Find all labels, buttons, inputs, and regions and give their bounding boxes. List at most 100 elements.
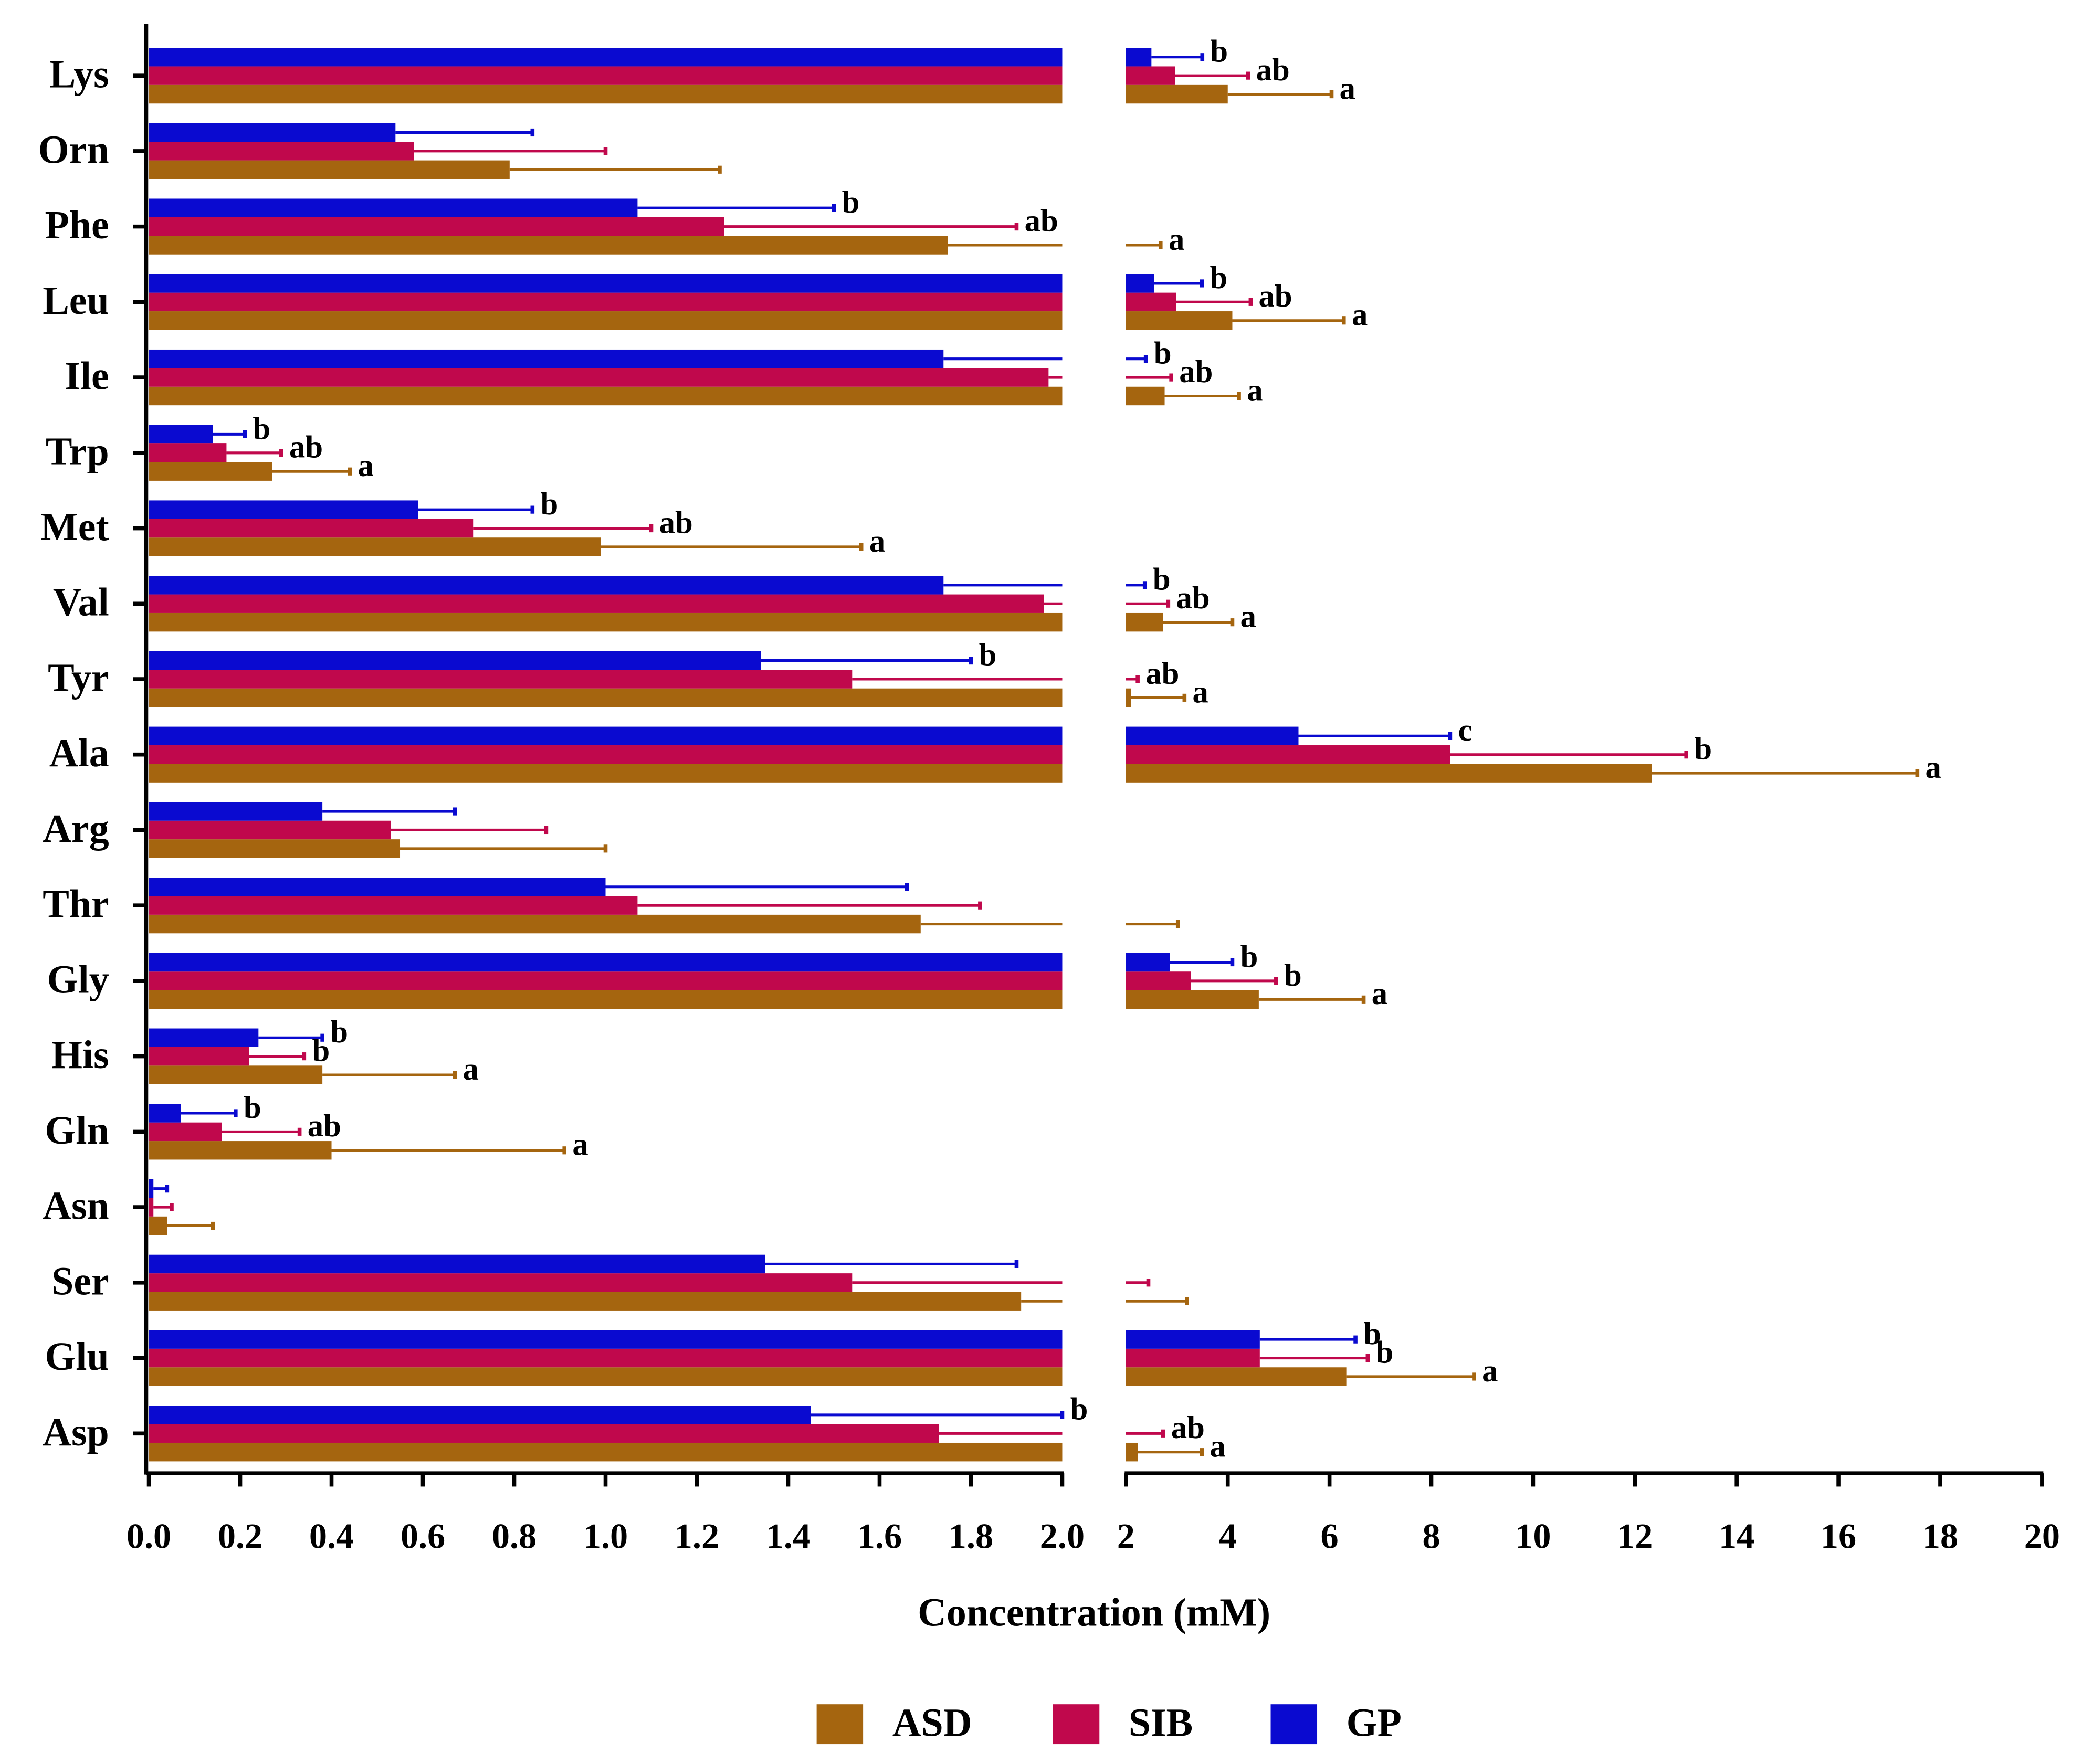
significance-label: a [572,1127,588,1163]
bar [1126,66,1175,85]
x2-tick-label: 4 [1219,1516,1237,1556]
x2-tick-label: 2 [1117,1516,1135,1556]
x2-tick-label: 8 [1422,1516,1440,1556]
y-tick-label: Ala [49,731,109,775]
bar [1126,1330,1260,1349]
significance-label: b [1070,1392,1088,1427]
y-tick-label: Ser [51,1259,109,1303]
bar [1126,48,1152,67]
legend-label: ASD [892,1701,972,1745]
y-tick-label: Orn [38,128,109,172]
significance-label: ab [1256,52,1290,88]
bar [149,576,944,595]
significance-label: b [1154,336,1172,371]
bar [149,896,638,915]
bar [149,198,638,217]
bar [149,802,323,821]
bar [1126,688,1131,707]
x2-tick-label: 16 [1821,1516,1856,1556]
significance-label: ab [1145,656,1179,691]
significance-label: b [1240,939,1258,974]
significance-label: a [1340,71,1355,106]
bar [1126,1348,1260,1368]
significance-label: b [1363,1316,1381,1351]
x-axis-label: Concentration (mM) [918,1591,1270,1635]
bar [149,1179,154,1198]
significance-label: b [330,1015,348,1050]
y-tick-label: Phe [45,203,109,247]
significance-label: ab [1259,279,1292,314]
bar [149,274,1063,293]
bar [149,142,414,161]
bar [149,1442,1063,1462]
significance-label: ab [1171,1410,1205,1445]
bar [149,1065,323,1084]
bar [149,914,921,934]
x-tick-label: 1.6 [857,1516,902,1556]
significance-label: ab [659,505,693,540]
bar [149,1367,1063,1386]
y-tick-label: Glu [45,1335,109,1379]
bar [149,368,1049,387]
bar [1126,292,1176,312]
bar [149,1198,154,1217]
significance-label: ab [308,1108,341,1144]
y-tick-label: Val [53,580,109,625]
y-tick-label: Met [40,505,109,549]
significance-label: a [1193,674,1208,710]
bar [149,160,510,179]
bar [1126,1367,1347,1386]
bar [149,953,1063,972]
x2-tick-label: 12 [1617,1516,1653,1556]
bar [1126,311,1233,330]
bar [1126,971,1191,990]
significance-label: a [357,448,373,483]
bar [149,726,1063,746]
x-tick-label: 1.4 [766,1516,811,1556]
bar [149,537,601,556]
bar [1126,953,1170,972]
y-tick-label: Asp [43,1410,109,1454]
bar [149,292,1063,312]
bar [149,66,1063,85]
significance-label: b [1376,1335,1394,1370]
bar [149,462,272,481]
bar [149,820,391,840]
significance-label: b [1153,562,1171,597]
bar [149,1273,853,1292]
significance-label: b [1284,958,1302,993]
bar [149,84,1063,104]
significance-label: a [1247,373,1263,408]
bar [1126,745,1450,764]
legend-label: GP [1347,1701,1402,1745]
significance-label: a [1926,750,1941,785]
x-tick-label: 0.6 [401,1516,445,1556]
x-tick-label: 0.2 [218,1516,262,1556]
bar [149,612,1063,632]
bar [149,1254,765,1274]
significance-label: b [1694,732,1712,767]
x2-tick-label: 20 [2024,1516,2060,1556]
x-tick-label: 1.2 [675,1516,719,1556]
bar [149,651,761,670]
bar [1126,1442,1138,1462]
bar [149,1292,1022,1311]
y-tick-label: Thr [43,882,109,926]
x2-tick-label: 14 [1719,1516,1754,1556]
y-tick-label: Asn [43,1184,109,1228]
significance-label: b [1210,260,1227,295]
bar [1126,990,1259,1009]
bar [149,1028,259,1047]
significance-label: b [253,411,270,446]
bar [149,123,396,142]
bar [149,1122,222,1142]
legend-swatch [1270,1704,1318,1745]
bar [149,990,1063,1009]
significance-label: ab [1176,580,1210,616]
bar [149,1406,811,1424]
x2-tick-label: 18 [1922,1516,1958,1556]
significance-label: b [979,637,997,672]
bar [149,594,1044,613]
y-tick-label: Lys [49,52,109,97]
significance-label: a [1352,298,1368,333]
